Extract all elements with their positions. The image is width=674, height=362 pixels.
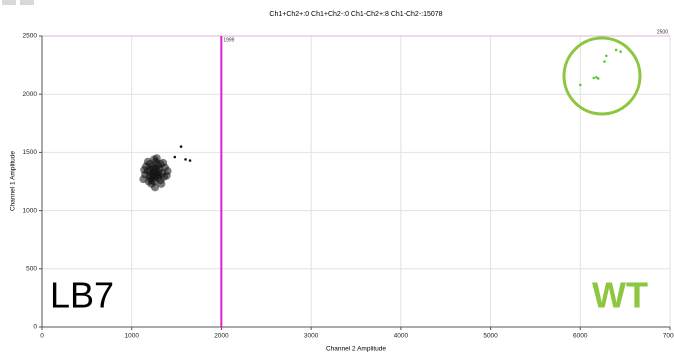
point xyxy=(151,172,160,181)
point xyxy=(163,167,172,176)
point xyxy=(184,158,187,161)
toolbar-button xyxy=(20,0,34,5)
point xyxy=(173,155,177,159)
threshold-label: 1999 xyxy=(223,37,234,43)
point xyxy=(605,54,608,58)
point xyxy=(578,83,582,87)
point xyxy=(595,76,598,79)
point xyxy=(151,183,160,192)
x-tick-label: 4000 xyxy=(394,333,409,340)
highlight-circle xyxy=(562,36,642,116)
x-tick-label: 2000 xyxy=(214,333,229,340)
x-tick-label: 5000 xyxy=(483,333,498,340)
point xyxy=(592,76,596,80)
point xyxy=(156,160,165,169)
threshold-label: 2500 xyxy=(657,29,668,35)
point xyxy=(149,164,158,173)
point xyxy=(603,60,606,63)
point xyxy=(143,157,152,166)
y-tick-label: 500 xyxy=(26,266,37,273)
annotation: WT xyxy=(592,275,648,316)
chart-title: Ch1+Ch2+:0 Ch1+Ch2-:0 Ch1-Ch2+:8 Ch1-Ch2… xyxy=(269,11,442,18)
y-axis-label: Channel 1 Amplitude xyxy=(10,151,17,211)
x-tick-label: 1000 xyxy=(124,333,139,340)
x-tick-label: 0 xyxy=(40,333,44,340)
annotation: LB7 xyxy=(50,275,114,316)
x-axis-label: Channel 2 Amplitude xyxy=(326,346,386,353)
toolbar-button xyxy=(2,0,16,5)
point xyxy=(150,155,159,164)
y-tick-label: 2500 xyxy=(23,33,38,40)
point xyxy=(614,48,618,52)
y-tick-label: 2000 xyxy=(23,91,38,98)
point xyxy=(619,50,622,54)
point xyxy=(140,165,149,174)
point xyxy=(157,179,166,188)
y-tick-label: 1500 xyxy=(23,149,38,156)
y-tick-label: 1000 xyxy=(23,207,38,214)
x-tick-label: 6000 xyxy=(573,333,588,340)
x-tick-label: 3000 xyxy=(304,333,319,340)
point xyxy=(188,159,192,162)
point xyxy=(179,145,183,148)
y-tick-label: 0 xyxy=(33,324,37,331)
